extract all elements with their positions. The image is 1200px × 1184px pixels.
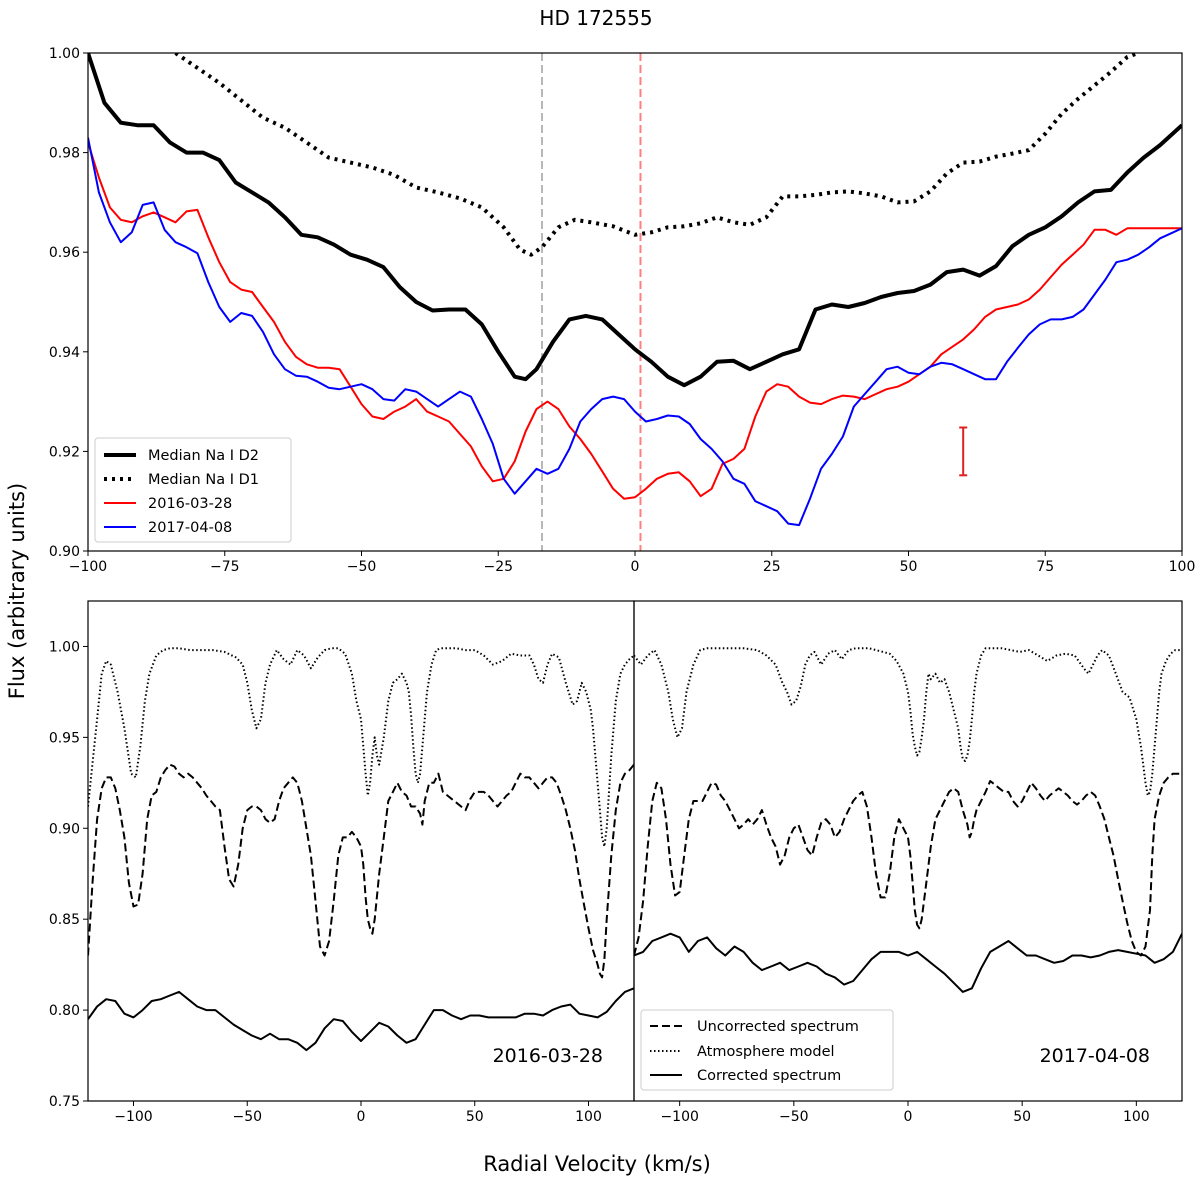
top-xtick-label: −100	[69, 559, 107, 575]
legend-label-median-d1: Median Na I D1	[148, 472, 259, 488]
bl-ytick-label: 0.85	[49, 912, 80, 928]
br-series-uncorrected-spectrum	[634, 772, 1182, 957]
top-xtick-label: 50	[900, 559, 918, 575]
y-axis-label: Flux (arbitrary units)	[5, 483, 29, 699]
top-xtick-label: 25	[763, 559, 781, 575]
top-ytick-label: 0.98	[49, 146, 80, 162]
legend-label-corrected: Corrected spectrum	[697, 1068, 841, 1084]
bottom-axis-ticks: −100 −50 0 50 100 0.75 0.80 0.85 0.90 0.95 1.00 −10…	[49, 639, 1150, 1125]
top-plot-frame	[87, 52, 1183, 552]
top-series-median-na-i-d1	[174, 53, 1139, 257]
top-series-2017-04-08	[88, 137, 1182, 527]
br-xtick-label: −50	[779, 1109, 809, 1125]
top-ytick-label: 0.90	[49, 544, 80, 560]
bl-series-uncorrected-spectrum	[88, 763, 634, 979]
bl-series-atmosphere-model	[88, 647, 634, 848]
top-xtick-label: −25	[483, 559, 513, 575]
bl-ytick-label: 0.90	[49, 821, 80, 837]
top-xtick-label: 100	[1169, 559, 1196, 575]
bottom-legend-box	[640, 1009, 894, 1091]
legend-label-2016: 2016-03-28	[148, 496, 232, 512]
top-plot-area	[88, 53, 1182, 551]
bl-xtick-label: 50	[466, 1109, 484, 1125]
bottom-left-plot-area	[88, 647, 634, 1052]
bl-ytick-label: 1.00	[49, 639, 80, 655]
br-xtick-label: 100	[1123, 1109, 1150, 1125]
bl-ytick-label: 0.95	[49, 730, 80, 746]
legend-label-2017: 2017-04-08	[148, 520, 232, 536]
top-ytick-label: 0.96	[49, 245, 80, 261]
br-xtick-label: 0	[904, 1109, 913, 1125]
bl-xtick-label: 0	[357, 1109, 366, 1125]
top-xtick-label: 75	[1036, 559, 1054, 575]
top-ytick-label: 1.00	[49, 46, 80, 62]
top-ytick-label: 0.94	[49, 345, 80, 361]
bottom-left-date-label: 2016-03-28	[493, 1045, 603, 1067]
top-xtick-label: −75	[210, 559, 240, 575]
bottom-right-plot-area	[634, 647, 1182, 993]
legend-label-atmosphere: Atmosphere model	[697, 1044, 835, 1060]
top-xtick-label: 0	[631, 559, 640, 575]
bottom-legend: Uncorrected spectrum Atmosphere model Co…	[640, 1009, 894, 1091]
bottom-right-frame	[633, 600, 1183, 1102]
legend-label-uncorrected: Uncorrected spectrum	[697, 1019, 859, 1035]
top-series-2016-03-28	[88, 142, 1182, 500]
br-series-atmosphere-model	[634, 647, 1182, 797]
bottom-panels: −100 −50 0 50 100 0.75 0.80 0.85 0.90 0.95 1.00 −10…	[49, 600, 1183, 1125]
bl-xtick-label: 100	[575, 1109, 602, 1125]
figure-title: HD 172555	[539, 6, 652, 30]
top-legend: Median Na I D2 Median Na I D1 2016-03-28…	[94, 437, 292, 543]
bl-series-corrected-spectrum	[88, 987, 634, 1052]
bottom-right-date-label: 2017-04-08	[1040, 1045, 1150, 1067]
legend-label-median-d2: Median Na I D2	[148, 448, 259, 464]
error-bar	[959, 426, 968, 477]
top-xtick-label: −50	[347, 559, 377, 575]
top-ytick-label: 0.92	[49, 444, 80, 460]
bl-ytick-label: 0.75	[49, 1094, 80, 1110]
bl-xtick-label: −100	[114, 1109, 152, 1125]
x-axis-label: Radial Velocity (km/s)	[483, 1152, 711, 1176]
top-axis-ticks: −100 −75 −50 −25 0 25 50 75 100 0.90 0.92 0.94 0.96 0…	[49, 46, 1196, 575]
bl-xtick-label: −50	[232, 1109, 262, 1125]
br-xtick-label: 50	[1013, 1109, 1031, 1125]
top-series-median-na-i-d2	[88, 53, 1182, 388]
top-panel: −100 −75 −50 −25 0 25 50 75 100 0.90 0.92 0.94 0.96 0…	[49, 46, 1196, 575]
top-legend-box	[94, 437, 292, 543]
br-xtick-label: −100	[660, 1109, 698, 1125]
bl-ytick-label: 0.80	[49, 1003, 80, 1019]
br-series-corrected-spectrum	[634, 932, 1182, 993]
